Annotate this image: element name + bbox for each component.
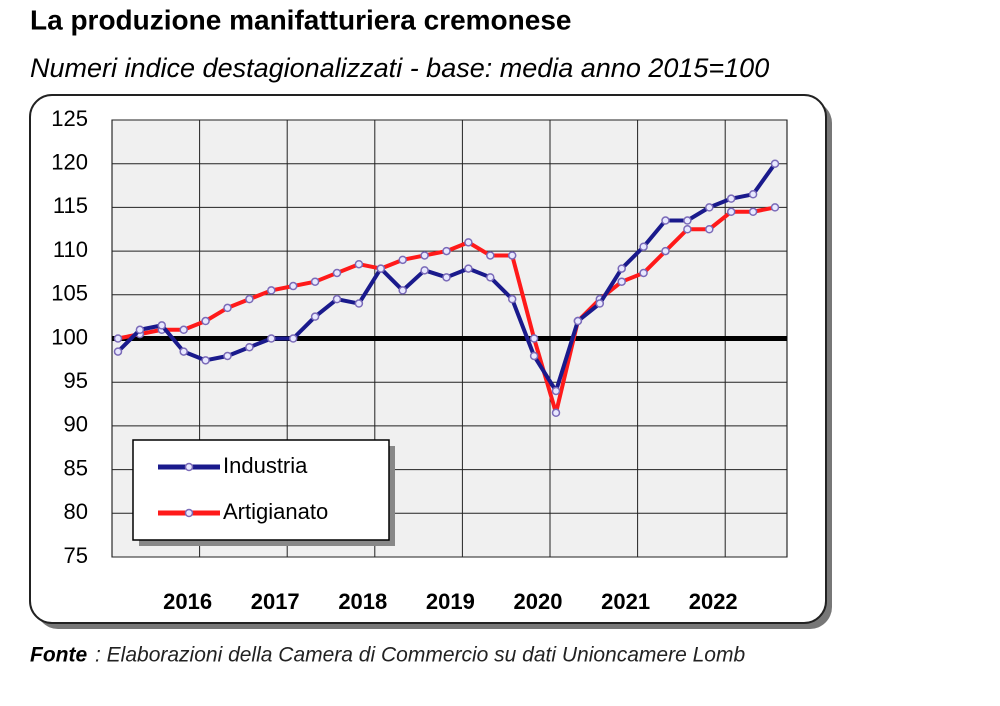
- point: [398, 255, 407, 265]
- point: [551, 386, 561, 396]
- point: [573, 316, 583, 326]
- point: [661, 246, 670, 256]
- source-label: Fonte: [30, 644, 87, 667]
- chart-subtitle: Numeri indice destagionalizzati - base: …: [30, 53, 769, 83]
- point: [507, 294, 517, 304]
- point: [223, 303, 232, 313]
- point: [267, 286, 276, 295]
- y-tick-label: 80: [64, 499, 88, 524]
- point: [310, 277, 320, 286]
- point: [770, 159, 780, 168]
- y-tick-label: 115: [53, 193, 88, 218]
- x-tick-label: 2018: [338, 589, 387, 614]
- x-tick-label: 2017: [251, 589, 300, 614]
- point: [726, 207, 736, 217]
- point: [288, 334, 298, 343]
- point: [617, 264, 626, 273]
- point: [135, 325, 145, 335]
- x-tick-label: 2021: [601, 589, 650, 614]
- y-tick-label: 90: [64, 412, 88, 437]
- point: [442, 273, 451, 282]
- point: [661, 216, 670, 225]
- y-tick-label: 75: [64, 543, 88, 568]
- point: [639, 242, 648, 251]
- point: [157, 321, 167, 330]
- point: [332, 268, 342, 278]
- point: [179, 347, 188, 356]
- point: [288, 281, 298, 291]
- chart-title: La produzione manifatturiera cremonese: [30, 4, 571, 35]
- x-tick-label: 2022: [689, 589, 738, 614]
- point: [420, 251, 429, 260]
- y-tick-label: 95: [64, 368, 88, 393]
- point: [486, 273, 495, 282]
- legend-marker: [184, 508, 194, 518]
- point: [201, 316, 210, 326]
- point: [398, 286, 407, 295]
- point: [464, 238, 473, 247]
- point: [354, 259, 364, 269]
- legend: [132, 439, 390, 541]
- point: [507, 251, 517, 260]
- point: [310, 312, 320, 321]
- point: [332, 294, 342, 304]
- point: [639, 268, 648, 278]
- point: [551, 408, 561, 418]
- point: [617, 277, 626, 286]
- point: [748, 190, 758, 199]
- point: [376, 264, 386, 273]
- point: [595, 299, 605, 308]
- source: : Elaborazioni della Camera di Commercio…: [95, 644, 745, 667]
- point: [179, 325, 188, 335]
- legend-marker: [184, 462, 194, 472]
- point: [113, 347, 123, 356]
- point: [113, 334, 123, 343]
- y-tick-label: 100: [51, 324, 88, 349]
- y-tick-label: 110: [53, 237, 88, 262]
- point: [529, 351, 539, 361]
- point: [683, 216, 692, 225]
- y-tick-label: 85: [64, 455, 88, 480]
- point: [705, 203, 714, 212]
- legend-label: Artigianato: [223, 499, 328, 524]
- point: [705, 225, 714, 234]
- legend-label: Industria: [223, 453, 308, 478]
- x-tick-label: 2016: [163, 589, 212, 614]
- point: [529, 334, 539, 343]
- point: [354, 299, 364, 308]
- point: [726, 194, 736, 203]
- point: [223, 351, 232, 361]
- y-tick-label: 105: [51, 281, 88, 306]
- point: [267, 334, 276, 343]
- point: [683, 225, 692, 234]
- point: [442, 246, 451, 256]
- x-tick-label: 2020: [514, 589, 563, 614]
- point: [245, 294, 254, 304]
- point: [748, 207, 758, 217]
- point: [486, 251, 495, 260]
- y-tick-label: 120: [51, 150, 88, 175]
- x-tick-label: 2019: [426, 589, 475, 614]
- point: [420, 266, 429, 275]
- point: [201, 356, 210, 365]
- point: [245, 342, 254, 352]
- y-tick-label: 125: [51, 106, 88, 131]
- point: [770, 203, 780, 212]
- point: [464, 264, 473, 273]
